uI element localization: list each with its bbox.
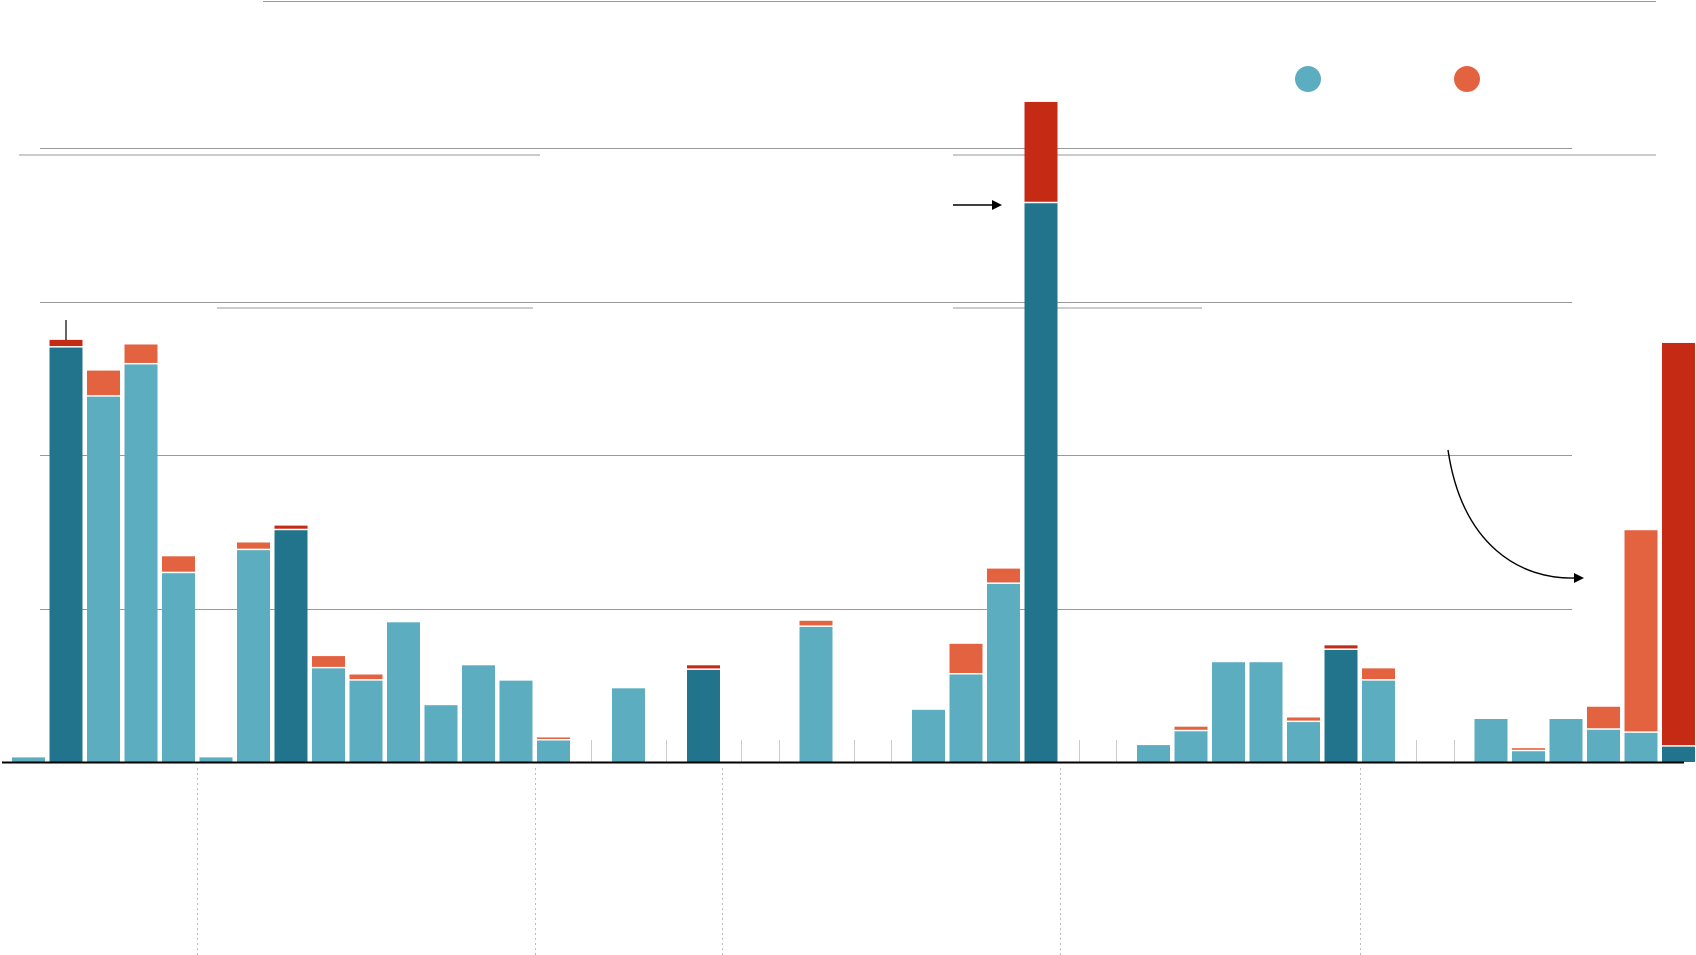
bar-base-segment	[1512, 751, 1545, 762]
bars	[12, 101, 1695, 762]
bar-base-segment	[274, 530, 308, 762]
bar-extra-segment	[987, 568, 1020, 583]
bar-extra-segment	[162, 556, 195, 572]
bar-base-segment	[1174, 731, 1208, 762]
bar-base-segment	[537, 740, 570, 762]
bar-extra-segment	[49, 339, 83, 347]
legend-marker	[1454, 66, 1480, 92]
bar-extra-segment	[1362, 668, 1395, 680]
bar-extra-segment	[1174, 726, 1208, 730]
bar-extra-segment	[1287, 717, 1320, 721]
bar-extra-segment	[1512, 748, 1545, 750]
annotations	[65, 200, 1584, 583]
bar-base-segment	[1587, 729, 1620, 762]
bar-base-segment	[49, 347, 83, 762]
bar-base-segment	[499, 680, 533, 762]
bar-base-segment	[1212, 662, 1245, 762]
bar-extra-segment	[124, 344, 158, 363]
legend-marker	[1295, 66, 1321, 92]
bar-base-segment	[1474, 719, 1508, 762]
group-dividers	[197, 768, 1361, 955]
bar-extra-segment	[1324, 645, 1358, 649]
bar-base-segment	[1549, 719, 1583, 762]
bar-base-segment	[387, 622, 420, 762]
bar-base-segment	[1024, 203, 1058, 762]
bar-extra-segment	[1587, 706, 1620, 729]
bar-base-segment	[1287, 722, 1320, 762]
panel-rules	[19, 1, 1656, 309]
bar-extra-segment	[87, 370, 120, 396]
bar-extra-segment	[687, 665, 720, 669]
bar-base-segment	[987, 583, 1020, 762]
annotation-arrow-head	[1574, 573, 1584, 583]
bar-base-segment	[462, 665, 495, 762]
bar-base-segment	[687, 669, 720, 762]
bar-base-segment	[162, 573, 195, 762]
bar-base-segment	[1624, 732, 1658, 762]
bar-base-segment	[424, 705, 458, 762]
gridlines	[40, 148, 1572, 610]
bar-base-segment	[199, 757, 233, 762]
bar-extra-segment	[1624, 530, 1658, 732]
bar-extra-segment	[1024, 101, 1058, 202]
bar-extra-segment	[312, 656, 345, 667]
bar-base-segment	[1249, 662, 1283, 762]
bar-extra-segment	[237, 542, 270, 549]
annotation-curve-arrow	[1447, 449, 1577, 579]
bar-base-segment	[912, 709, 945, 762]
legend	[1295, 66, 1480, 92]
bar-base-segment	[612, 688, 645, 762]
bar-base-segment	[949, 674, 983, 762]
bar-extra-segment	[949, 643, 983, 674]
bar-base-segment	[799, 626, 833, 762]
annotation-arrow-head	[992, 200, 1002, 210]
bar-base-segment	[1137, 745, 1170, 762]
bar-base-segment	[237, 550, 270, 762]
bar-extra-segment	[1662, 342, 1695, 746]
bar-extra-segment	[274, 525, 308, 529]
bar-base-segment	[1362, 680, 1395, 762]
bar-base-segment	[12, 757, 45, 762]
bar-base-segment	[1662, 746, 1695, 762]
bar-extra-segment	[799, 620, 833, 626]
bar-base-segment	[124, 364, 158, 762]
bar-extra-segment	[349, 674, 383, 680]
bar-extra-segment	[537, 737, 570, 740]
bar-base-segment	[312, 668, 345, 762]
bar-base-segment	[87, 396, 120, 762]
bar-base-segment	[1324, 649, 1358, 762]
bar-base-segment	[349, 680, 383, 762]
